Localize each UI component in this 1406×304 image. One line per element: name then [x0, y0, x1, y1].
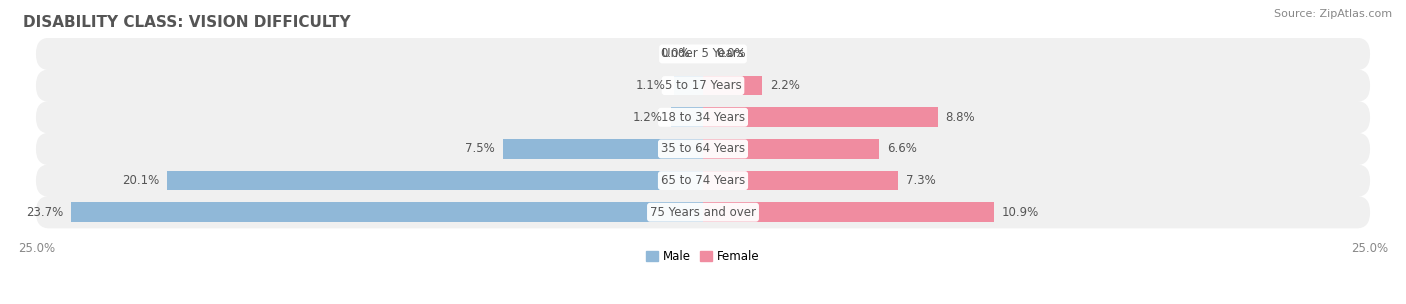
- Text: 0.0%: 0.0%: [659, 47, 690, 60]
- Text: 1.2%: 1.2%: [633, 111, 664, 124]
- Text: 2.2%: 2.2%: [769, 79, 800, 92]
- Text: 20.1%: 20.1%: [122, 174, 159, 187]
- Text: Under 5 Years: Under 5 Years: [662, 47, 744, 60]
- Bar: [703, 202, 994, 222]
- FancyBboxPatch shape: [37, 133, 1369, 165]
- FancyBboxPatch shape: [37, 69, 1369, 102]
- Text: 5 to 17 Years: 5 to 17 Years: [665, 79, 741, 92]
- Legend: Male, Female: Male, Female: [641, 245, 765, 268]
- Bar: [70, 202, 703, 222]
- Bar: [503, 139, 703, 159]
- Text: DISABILITY CLASS: VISION DIFFICULTY: DISABILITY CLASS: VISION DIFFICULTY: [22, 15, 350, 30]
- Bar: [673, 76, 703, 95]
- Bar: [703, 139, 879, 159]
- Text: 23.7%: 23.7%: [25, 206, 63, 219]
- Bar: [167, 171, 703, 190]
- Text: 1.1%: 1.1%: [636, 79, 665, 92]
- Text: 75 Years and over: 75 Years and over: [650, 206, 756, 219]
- FancyBboxPatch shape: [37, 196, 1369, 228]
- Bar: [703, 171, 897, 190]
- FancyBboxPatch shape: [37, 38, 1369, 70]
- Text: 35 to 64 Years: 35 to 64 Years: [661, 142, 745, 155]
- Text: 8.8%: 8.8%: [946, 111, 976, 124]
- Text: 0.0%: 0.0%: [716, 47, 747, 60]
- FancyBboxPatch shape: [37, 164, 1369, 197]
- Text: 10.9%: 10.9%: [1001, 206, 1039, 219]
- Text: Source: ZipAtlas.com: Source: ZipAtlas.com: [1274, 9, 1392, 19]
- FancyBboxPatch shape: [37, 101, 1369, 133]
- Bar: [703, 107, 938, 127]
- Bar: [703, 76, 762, 95]
- Text: 18 to 34 Years: 18 to 34 Years: [661, 111, 745, 124]
- Bar: [671, 107, 703, 127]
- Text: 7.5%: 7.5%: [465, 142, 495, 155]
- Text: 7.3%: 7.3%: [905, 174, 935, 187]
- Text: 65 to 74 Years: 65 to 74 Years: [661, 174, 745, 187]
- Text: 6.6%: 6.6%: [887, 142, 917, 155]
